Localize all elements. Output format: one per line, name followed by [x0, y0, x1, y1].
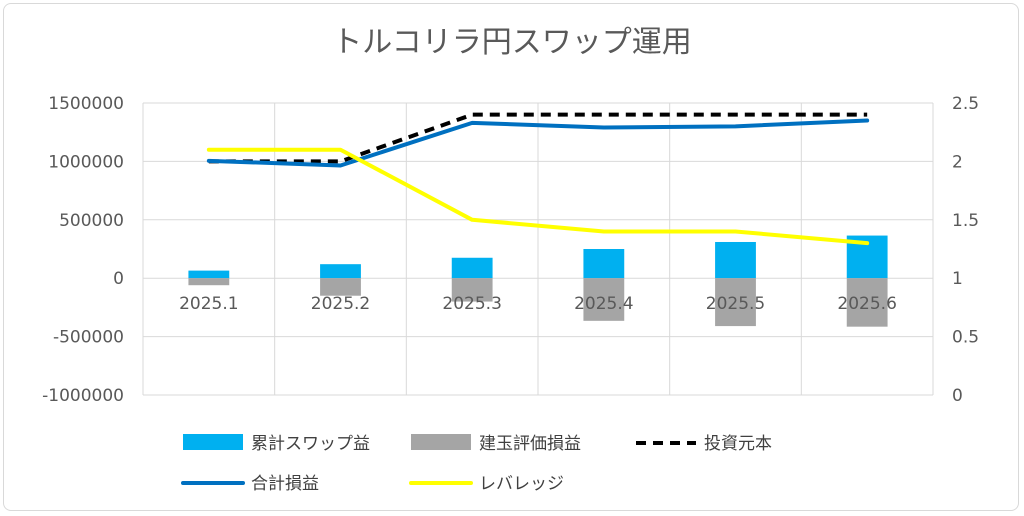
chart-title: トルコリラ円スワップ運用	[332, 25, 691, 60]
x-tick-label: 2025.5	[706, 294, 765, 314]
bar	[188, 270, 230, 279]
legend-label: 合計損益	[251, 474, 319, 494]
bar	[715, 241, 756, 279]
bar	[451, 257, 493, 279]
x-tick-label: 2025.4	[574, 294, 633, 314]
grid-layer	[142, 102, 934, 396]
bar	[583, 278, 625, 321]
x-tick-label: 2025.6	[837, 294, 896, 314]
y-tick-label: 1000000	[48, 152, 124, 172]
bar	[451, 278, 493, 302]
y-tick-label: 500000	[59, 211, 124, 231]
legend-label: 建玉評価損益	[479, 434, 581, 454]
legend-label: レバレッジ	[479, 474, 564, 494]
x-tick-label: 2025.1	[179, 294, 238, 314]
y-tick-label: 1500000	[48, 94, 124, 114]
bar-layer	[188, 235, 888, 327]
y2-tick-label: 1.5	[952, 211, 979, 231]
legend-swatch	[183, 434, 243, 450]
category-labels: 2025.1 2025.2 2025.3 2025.4 2025.5 2025.6	[179, 294, 897, 314]
bar	[846, 278, 888, 327]
y2-tick-label: 1	[952, 269, 963, 289]
bar	[320, 264, 361, 279]
bar	[715, 278, 756, 327]
x-tick-label: 2025.2	[311, 294, 370, 314]
legend-swatch	[411, 434, 471, 450]
line-layer	[206, 112, 870, 246]
y2-tick-label: 0	[952, 386, 963, 406]
x-tick-label: 2025.3	[442, 294, 501, 314]
y-tick-label: -1000000	[42, 386, 124, 406]
y2-tick-label: 2	[952, 152, 963, 172]
legend-label: 投資元本	[704, 434, 772, 454]
y2-tick-label: 0.5	[952, 328, 979, 348]
y-tick-label: 0	[113, 269, 124, 289]
legend-label: 累計スワップ益	[251, 434, 370, 454]
bar	[188, 278, 230, 286]
series-line	[206, 118, 870, 168]
bar	[320, 278, 361, 296]
series-line	[206, 147, 870, 246]
y-tick-label: -500000	[53, 328, 124, 348]
series-line	[208, 112, 868, 164]
y2-tick-label: 2.5	[952, 94, 979, 114]
bar	[583, 249, 625, 279]
axis-labels: 1500000 1000000 500000 0 -500000 -1000000 2.5 2…	[42, 94, 979, 406]
